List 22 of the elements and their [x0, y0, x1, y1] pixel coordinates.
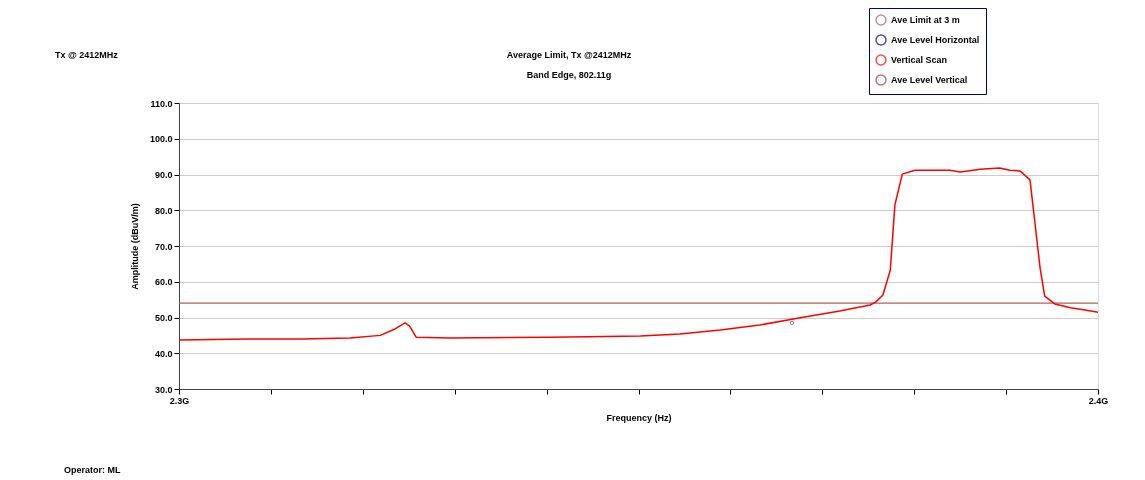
- line-series: [179, 167, 1098, 341]
- chart-title: Average Limit, Tx @2412MHz: [506, 50, 632, 60]
- legend-label: Vertical Scan: [891, 55, 948, 65]
- y-tick-label: 70.0: [154, 241, 173, 252]
- chart-subtitle: Band Edge, 802.11g: [526, 70, 612, 80]
- legend-label: Ave Level Vertical: [891, 75, 968, 85]
- y-tick-label: 40.0: [154, 348, 173, 359]
- y-tick-label: 50.0: [154, 313, 173, 323]
- y-tick-label: 100.0: [149, 134, 173, 145]
- y-axis-title: Amplitude (dBuV/m): [129, 203, 140, 290]
- text: Operator: ML: [64, 465, 121, 475]
- x-tick-label: 2.3G: [169, 395, 190, 406]
- legend-label: Ave Level Horizontal: [891, 35, 980, 45]
- y-tick-label: 60.0: [154, 277, 173, 288]
- legend-label: Ave Limit at 3 m: [891, 15, 960, 25]
- y-tick-label: 110.0: [150, 98, 173, 109]
- text: Tx @ 2412MHz: [55, 50, 119, 60]
- y-tick-label: 80.0: [154, 205, 173, 216]
- y-tick-label: 30.0: [154, 384, 173, 395]
- x-axis-title: Frequency (Hz): [606, 412, 672, 423]
- y-tick-label: 90.0: [154, 170, 173, 180]
- x-tick-label: 2.4G: [1088, 395, 1109, 406]
